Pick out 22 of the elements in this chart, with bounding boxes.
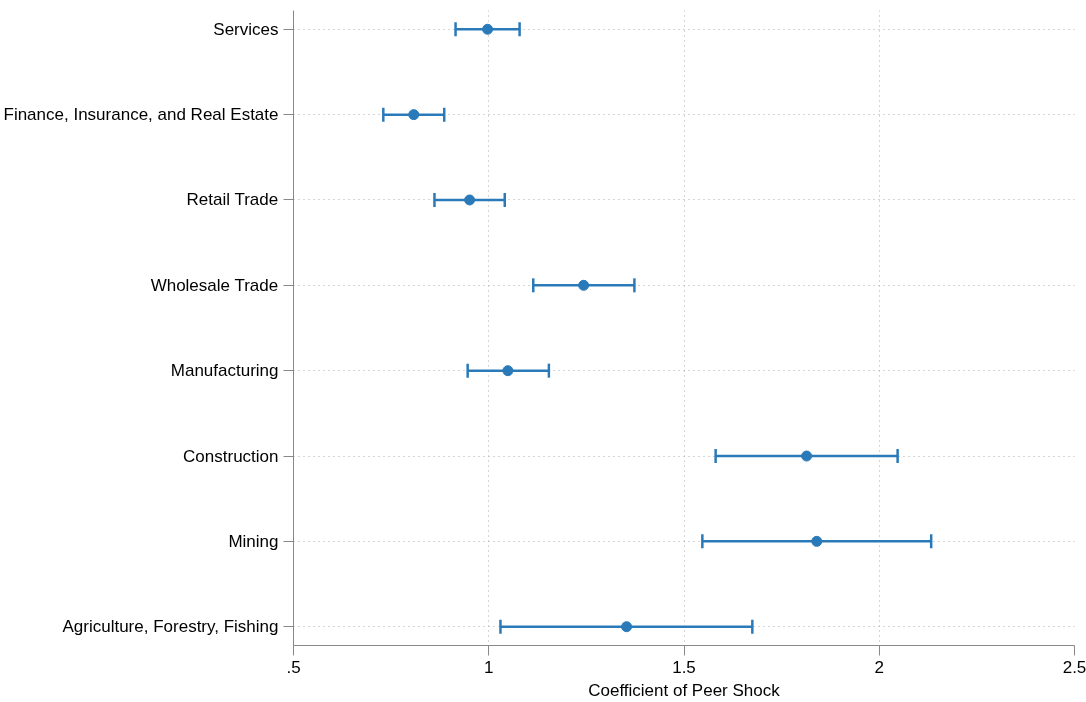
x-tick-label: 1	[484, 657, 494, 677]
x-tick-label: 1.5	[672, 657, 696, 677]
point	[464, 194, 476, 206]
point	[621, 621, 633, 633]
point	[801, 450, 813, 462]
y-tick-label: Mining	[228, 531, 279, 551]
point	[502, 365, 514, 377]
y-tick-label: Retail Trade	[186, 190, 279, 210]
y-tick-label: Services	[213, 19, 279, 39]
x-tick-label: 2	[874, 657, 884, 677]
point	[482, 23, 494, 35]
point	[811, 535, 823, 547]
y-tick-label: Construction	[183, 446, 279, 466]
x-axis-title: Coefficient of Peer Shock	[588, 680, 781, 700]
y-tick-label: Agriculture, Forestry, Fishing	[62, 617, 279, 637]
point	[578, 279, 590, 291]
point	[408, 109, 420, 121]
y-tick-label: Manufacturing	[170, 361, 279, 381]
x-tick-label: .5	[286, 657, 301, 677]
y-tick-label: Wholesale Trade	[150, 275, 279, 295]
y-tick-label: Finance, Insurance, and Real Estate	[3, 105, 279, 125]
x-tick-label: 2.5	[1062, 657, 1086, 677]
